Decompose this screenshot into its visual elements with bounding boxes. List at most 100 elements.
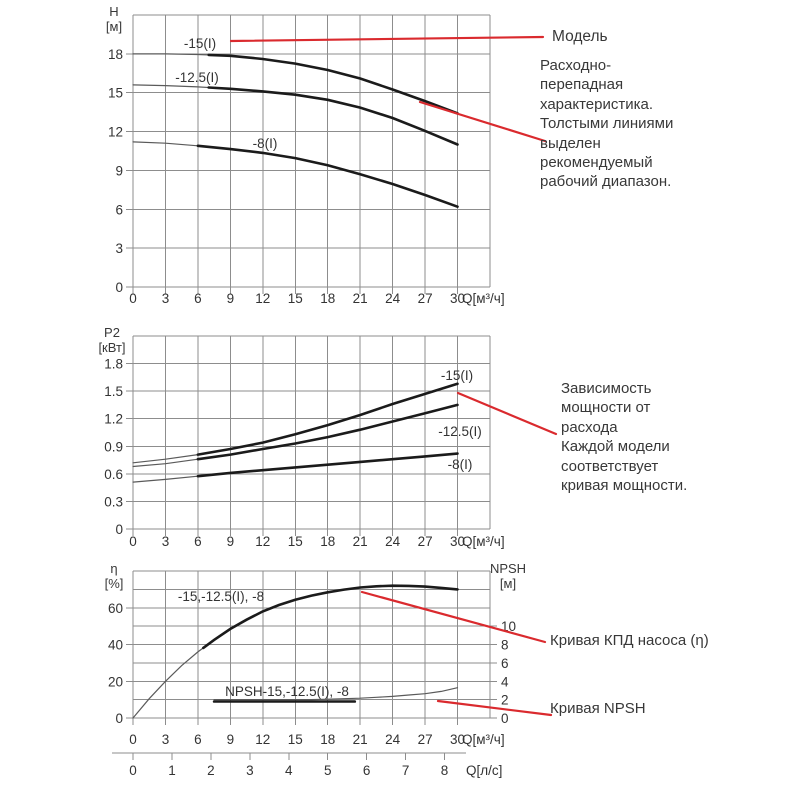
model-annotation: Модель bbox=[552, 28, 608, 45]
power-axis-title: P2 [кВт] bbox=[98, 325, 126, 355]
svg-text:5: 5 bbox=[324, 763, 332, 778]
svg-text:9: 9 bbox=[227, 732, 235, 747]
svg-text:20: 20 bbox=[108, 674, 123, 689]
svg-text:24: 24 bbox=[385, 291, 401, 306]
series-label: -15,-12.5(I), -8 bbox=[178, 589, 264, 604]
npsh-curve-annotation: Кривая NPSH bbox=[550, 700, 646, 717]
ticks bbox=[126, 53, 459, 294]
svg-text:18: 18 bbox=[320, 291, 335, 306]
svg-text:9: 9 bbox=[227, 534, 235, 549]
svg-text:6: 6 bbox=[501, 656, 509, 671]
svg-text:1.8: 1.8 bbox=[104, 357, 123, 372]
svg-text:0: 0 bbox=[115, 280, 123, 295]
annotation-leader-line bbox=[360, 590, 547, 644]
annotation-leader-line bbox=[436, 699, 553, 717]
svg-text:6: 6 bbox=[194, 732, 202, 747]
svg-text:6: 6 bbox=[194, 291, 202, 306]
curve-thick--12.5(I) bbox=[196, 403, 459, 461]
flow-head-annotation: Расходно- перепадная характеристика. Тол… bbox=[540, 57, 674, 191]
svg-text:0: 0 bbox=[129, 534, 137, 549]
svg-text:0: 0 bbox=[115, 711, 123, 726]
x-axis-unit: Q[м³/ч] bbox=[462, 534, 505, 549]
curve-thick--15(I) bbox=[207, 53, 459, 115]
svg-text:12: 12 bbox=[255, 732, 270, 747]
svg-text:21: 21 bbox=[353, 534, 368, 549]
svg-text:6: 6 bbox=[194, 534, 202, 549]
svg-text:27: 27 bbox=[418, 534, 433, 549]
svg-text:2: 2 bbox=[501, 693, 509, 708]
svg-text:2: 2 bbox=[207, 763, 215, 778]
svg-text:1.5: 1.5 bbox=[104, 384, 123, 399]
power-chart: 0 3 6 9 12 15 18 21 24 27 30 0 0.3 0.6 0.9 1.2 1.5 1.8 Q[м… bbox=[104, 335, 505, 549]
tick-labels: 0 3 6 9 12 15 18 21 24 27 30 0 20 40 60 Q[м³/ч] bbox=[108, 601, 505, 747]
svg-text:0: 0 bbox=[129, 763, 137, 778]
ticks bbox=[126, 363, 459, 536]
grid bbox=[132, 335, 491, 530]
curve-thick--15,-12.5(I), -8 bbox=[202, 584, 459, 650]
power-annotation: Зависимость мощности от расхода Каждой м… bbox=[561, 380, 688, 495]
tick-labels: 0 3 6 9 12 15 18 21 24 27 30 0 3 6 9 12 15 18 Q[м³/ч] bbox=[108, 47, 505, 306]
series-label: -15(I) bbox=[184, 36, 216, 51]
svg-text:18: 18 bbox=[108, 47, 123, 62]
svg-text:0: 0 bbox=[115, 522, 123, 537]
svg-text:3: 3 bbox=[162, 534, 170, 549]
svg-text:3: 3 bbox=[162, 732, 170, 747]
svg-text:8: 8 bbox=[501, 638, 509, 653]
svg-text:3: 3 bbox=[246, 763, 254, 778]
annotation-leader-line bbox=[456, 391, 558, 436]
svg-text:15: 15 bbox=[288, 534, 303, 549]
series-label: -15(I) bbox=[441, 368, 473, 383]
svg-text:1.2: 1.2 bbox=[104, 412, 123, 427]
head-chart: 0 3 6 9 12 15 18 21 24 27 30 0 3 6 9 12 15 18 Q[м³/ч] -15(I… bbox=[108, 14, 505, 306]
svg-text:9: 9 bbox=[227, 291, 235, 306]
series-label: -8(I) bbox=[253, 136, 278, 151]
svg-text:6: 6 bbox=[363, 763, 371, 778]
svg-text:12: 12 bbox=[108, 125, 123, 140]
series-label: -12.5(I) bbox=[438, 424, 482, 439]
svg-text:60: 60 bbox=[108, 601, 123, 616]
series-label: -12.5(I) bbox=[175, 70, 219, 85]
efficiency-axis-title: η [%] bbox=[104, 561, 124, 591]
svg-text:4: 4 bbox=[285, 763, 293, 778]
svg-text:24: 24 bbox=[385, 732, 401, 747]
svg-text:0.3: 0.3 bbox=[104, 494, 123, 509]
svg-text:27: 27 bbox=[418, 291, 433, 306]
x-axis-unit: Q[м³/ч] bbox=[462, 732, 505, 747]
svg-text:30: 30 bbox=[450, 534, 465, 549]
svg-text:0: 0 bbox=[129, 732, 137, 747]
x-axis-unit-lps: Q[л/с] bbox=[466, 763, 502, 778]
lps-axis: 0 1 2 3 4 5 6 7 8 Q[л/с] bbox=[112, 752, 502, 778]
svg-text:15: 15 bbox=[288, 291, 303, 306]
annotation-leader-line bbox=[418, 100, 547, 143]
svg-text:4: 4 bbox=[501, 674, 509, 689]
svg-text:8: 8 bbox=[441, 763, 449, 778]
annotation-leader-line bbox=[229, 35, 545, 43]
svg-text:7: 7 bbox=[402, 763, 410, 778]
svg-text:30: 30 bbox=[450, 291, 465, 306]
svg-text:0.9: 0.9 bbox=[104, 439, 123, 454]
series-label: NPSH-15,-12.5(I), -8 bbox=[225, 684, 349, 699]
curve-thick--8(I) bbox=[196, 144, 459, 208]
svg-text:15: 15 bbox=[108, 86, 123, 101]
svg-text:1: 1 bbox=[168, 763, 176, 778]
svg-text:6: 6 bbox=[115, 202, 123, 217]
svg-text:18: 18 bbox=[320, 534, 335, 549]
svg-text:30: 30 bbox=[450, 732, 465, 747]
curve-thick--12.5(I) bbox=[207, 86, 459, 146]
svg-text:15: 15 bbox=[288, 732, 303, 747]
svg-text:18: 18 bbox=[320, 732, 335, 747]
series-label: -8(I) bbox=[448, 457, 473, 472]
curve-thick--8(I) bbox=[196, 452, 459, 478]
svg-text:12: 12 bbox=[255, 291, 270, 306]
svg-text:3: 3 bbox=[115, 241, 123, 256]
grid bbox=[132, 14, 491, 288]
curve-thin bbox=[213, 687, 459, 701]
svg-text:0: 0 bbox=[129, 291, 137, 306]
efficiency-curve-annotation: Кривая КПД насоса (η) bbox=[550, 632, 709, 649]
curve-thick--15(I) bbox=[196, 382, 459, 456]
svg-text:21: 21 bbox=[353, 732, 368, 747]
head-axis-title: H [м] bbox=[105, 4, 123, 34]
